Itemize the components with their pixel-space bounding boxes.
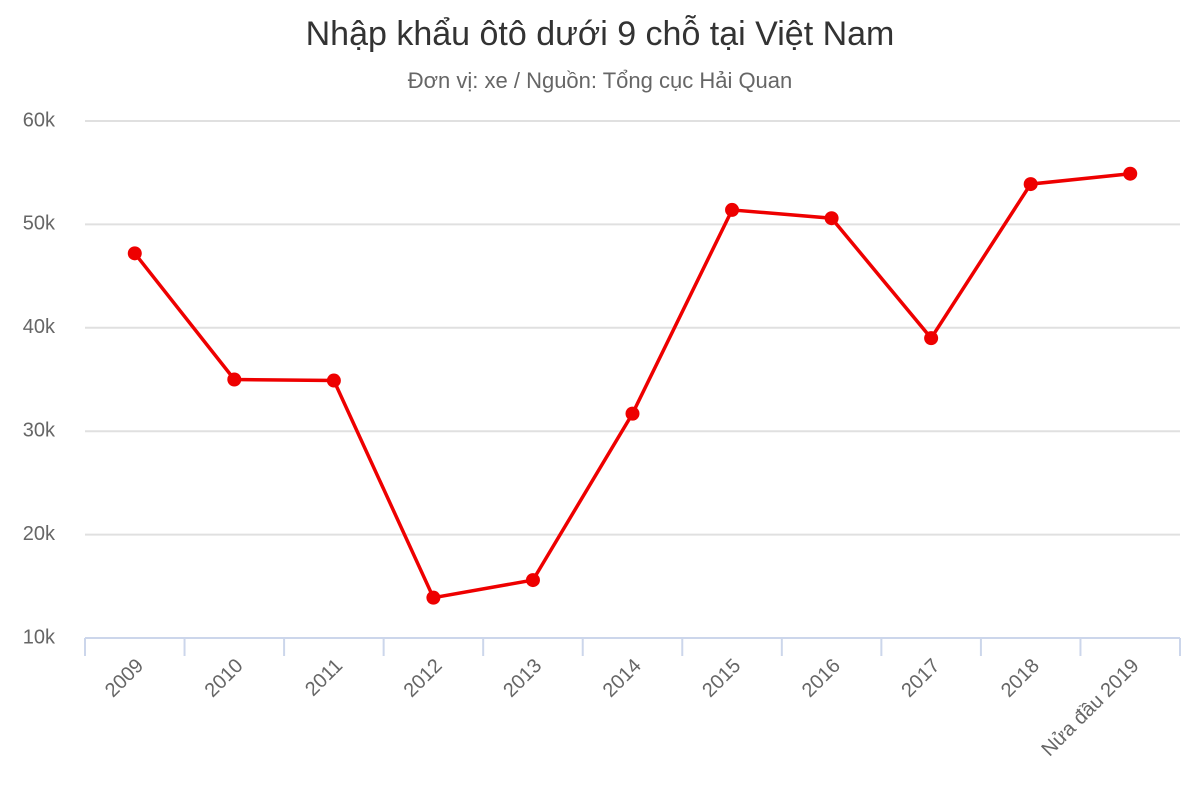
x-tick-label: 2011 [301,655,347,701]
point [824,211,839,226]
point [227,372,242,387]
point [725,202,740,217]
x-tick-label: Nửa đầu 2019 [1037,655,1143,761]
x-tick-label: 2017 [897,655,944,702]
point [326,373,341,388]
x-tick-label: 2010 [201,655,248,702]
y-tick-label: 40k [23,316,56,338]
x-tick-label: 2012 [400,655,447,702]
chart-title: Nhập khẩu ôtô dưới 9 chỗ tại Việt Nam [306,15,895,53]
point [426,590,441,605]
y-tick-label: 30k [23,419,56,441]
chart-subtitle: Đơn vị: xe / Nguồn: Tổng cục Hải Quan [408,68,793,93]
x-tick-label: 2014 [599,655,646,702]
x-tick-label: 2009 [101,655,148,702]
y-tick-label: 10k [23,626,56,648]
point [1123,166,1138,181]
x-tick-label: 2013 [499,655,546,702]
point [127,246,142,261]
point [1023,177,1038,192]
x-tick-label: 2018 [997,655,1044,702]
point [625,406,640,421]
y-tick-label: 20k [23,523,56,545]
x-tick-label: 2016 [798,655,845,702]
y-tick-label: 60k [23,109,56,131]
x-tick-label: 2015 [698,655,745,702]
y-tick-label: 50k [23,213,56,235]
point [924,331,939,346]
point [525,573,540,588]
